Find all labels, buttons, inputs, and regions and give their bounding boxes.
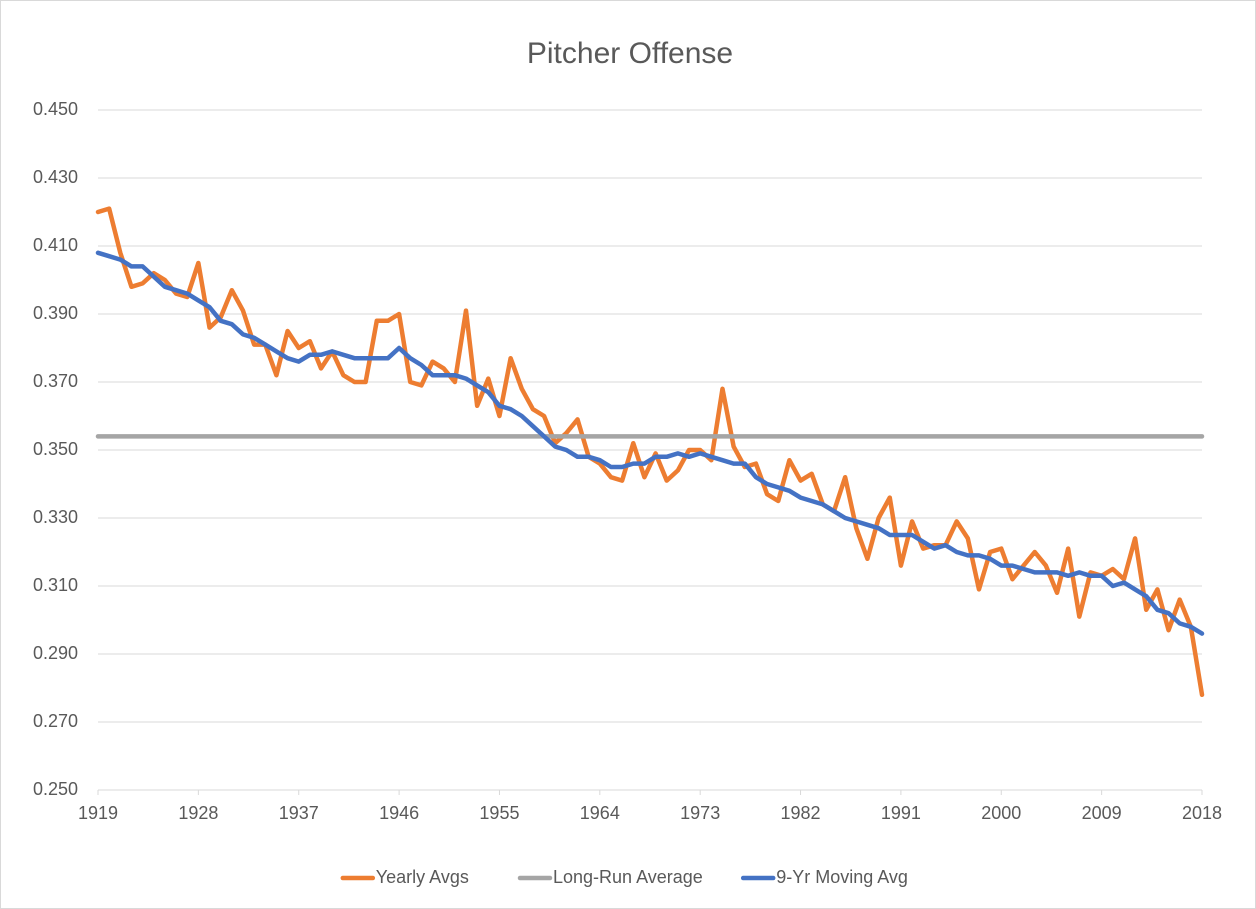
x-tick-label: 2018 [1182, 803, 1222, 823]
x-tick-label: 1937 [279, 803, 319, 823]
y-tick-label: 0.290 [33, 643, 78, 663]
y-tick-label: 0.330 [33, 507, 78, 527]
x-tick-label: 1964 [580, 803, 620, 823]
x-tick-label: 2009 [1082, 803, 1122, 823]
y-tick-label: 0.410 [33, 235, 78, 255]
y-tick-label: 0.350 [33, 439, 78, 459]
x-tick-label: 1919 [78, 803, 118, 823]
y-tick-label: 0.370 [33, 371, 78, 391]
y-tick-label: 0.310 [33, 575, 78, 595]
y-tick-label: 0.270 [33, 711, 78, 731]
y-tick-label: 0.430 [33, 167, 78, 187]
x-tick-label: 1955 [479, 803, 519, 823]
chart-title: Pitcher Offense [527, 37, 733, 70]
y-tick-label: 0.390 [33, 303, 78, 323]
y-tick-label: 0.250 [33, 779, 78, 799]
legend-label: 9-Yr Moving Avg [776, 867, 908, 887]
x-tick-label: 1928 [178, 803, 218, 823]
data-line [95, 250, 1205, 636]
x-tick-label: 2000 [981, 803, 1021, 823]
x-tick-label: 1946 [379, 803, 419, 823]
y-tick-label: 0.450 [33, 99, 78, 119]
x-tick-label: 1973 [680, 803, 720, 823]
x-tick-label: 1982 [781, 803, 821, 823]
legend-label: Long-Run Average [553, 867, 703, 887]
legend-label: Yearly Avgs [376, 867, 469, 887]
x-tick-label: 1991 [881, 803, 921, 823]
